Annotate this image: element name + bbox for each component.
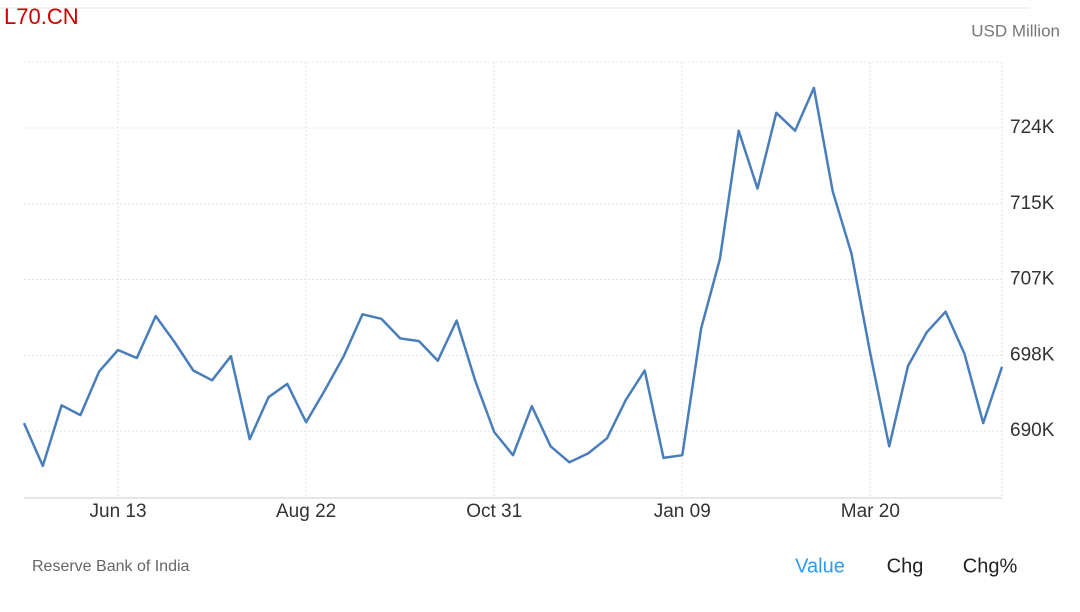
x-tick-label: Oct 31	[466, 501, 522, 522]
y-tick-label: 715K	[1010, 193, 1055, 214]
y-tick-label: 690K	[1010, 420, 1055, 441]
x-tick-label: Mar 20	[841, 501, 900, 522]
view-button[interactable]: Value	[795, 555, 845, 577]
line-series	[22, 86, 1004, 468]
y-tick-label: 698K	[1010, 344, 1055, 365]
x-tick-label: Jan 09	[654, 501, 711, 522]
y-tick-label: 707K	[1010, 269, 1055, 290]
source: Reserve Bank of India	[32, 558, 190, 575]
x-tick-label: Aug 22	[276, 501, 336, 522]
view-button[interactable]: Chg%	[963, 555, 1018, 577]
view-button[interactable]: Chg	[887, 555, 924, 577]
y-tick-label: 724K	[1010, 117, 1055, 138]
unit-label: USD Million	[971, 21, 1060, 40]
watermark: L70.CN	[4, 4, 79, 29]
x-tick-label: Jun 13	[90, 501, 147, 522]
